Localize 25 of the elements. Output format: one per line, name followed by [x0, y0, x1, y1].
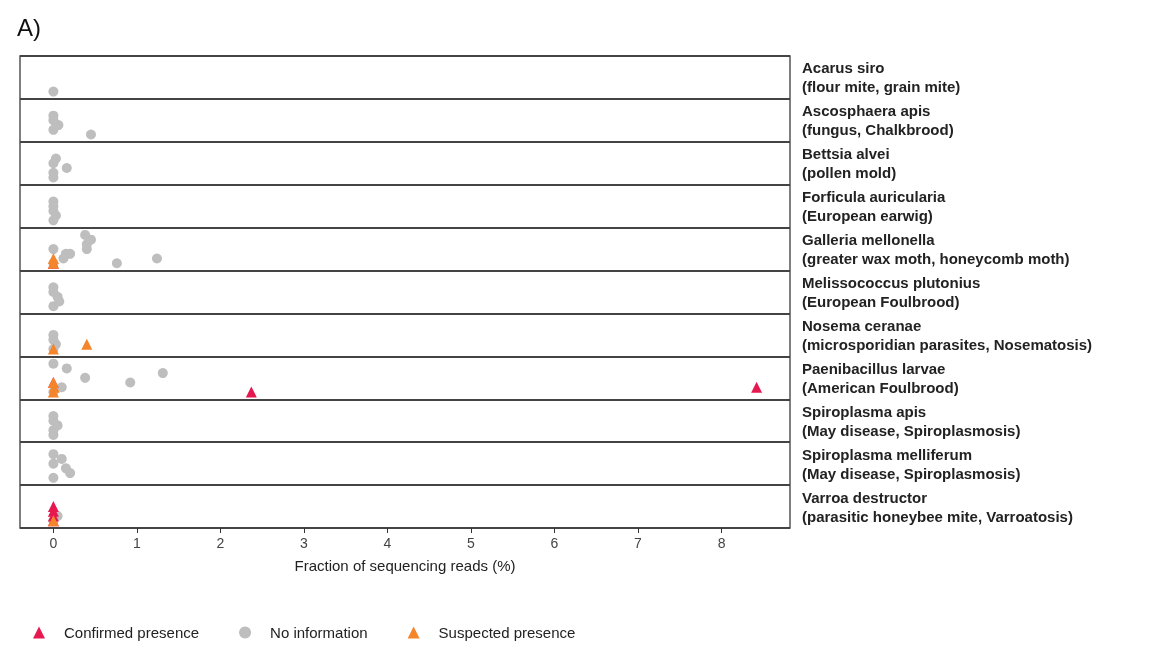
y-tick-label: Spiroplasma melliferum (May disease, Spiroplasmosis) — [802, 445, 1021, 482]
x-tick-label: 6 — [550, 535, 559, 551]
y-tick-label: Nosema ceranae (microsporidian parasites, Nosematosis) — [802, 316, 1093, 353]
y-tick-label: Galleria mellonella (greater wax moth, honeycomb moth) — [802, 231, 1070, 268]
y-tick-label: Varroa destructor (parasitic honeybee mite, Varroatosis) — [802, 488, 1073, 525]
y-tick-label: Melissococcus plutonius (European Foulbrood) — [802, 274, 981, 310]
x-axis-title: Fraction of sequencing reads (%) — [294, 557, 516, 574]
y-tick-label: Paenibacillus larvae (American Foulbrood) — [802, 359, 959, 396]
y-tick-label: Acarus siro (flour mite, grain mite) — [802, 59, 961, 96]
x-tick-label: 8 — [717, 535, 726, 551]
x-tick-label: 7 — [634, 535, 643, 551]
y-tick-label: Ascosphaera apis (fungus, Chalkbrood) — [802, 102, 954, 139]
legend-label: Suspected presence — [438, 624, 576, 641]
x-tick-label: 3 — [300, 535, 309, 551]
legend-label: Confirmed presence — [64, 624, 200, 641]
chart-title: A) — [17, 13, 41, 41]
x-tick-label: 4 — [383, 535, 392, 551]
x-tick-label: 2 — [216, 535, 225, 551]
x-tick-label: 5 — [467, 535, 476, 551]
legend-label: No information — [270, 624, 368, 641]
y-tick-label: Forficula auricularia (European earwig) — [802, 188, 947, 225]
y-tick-label: Spiroplasma apis (May disease, Spiroplasmosis) — [802, 402, 1021, 439]
x-tick-label: 1 — [133, 535, 142, 551]
x-tick-label: 0 — [49, 535, 58, 551]
y-tick-label: Bettsia alvei (pollen mold) — [802, 145, 897, 182]
